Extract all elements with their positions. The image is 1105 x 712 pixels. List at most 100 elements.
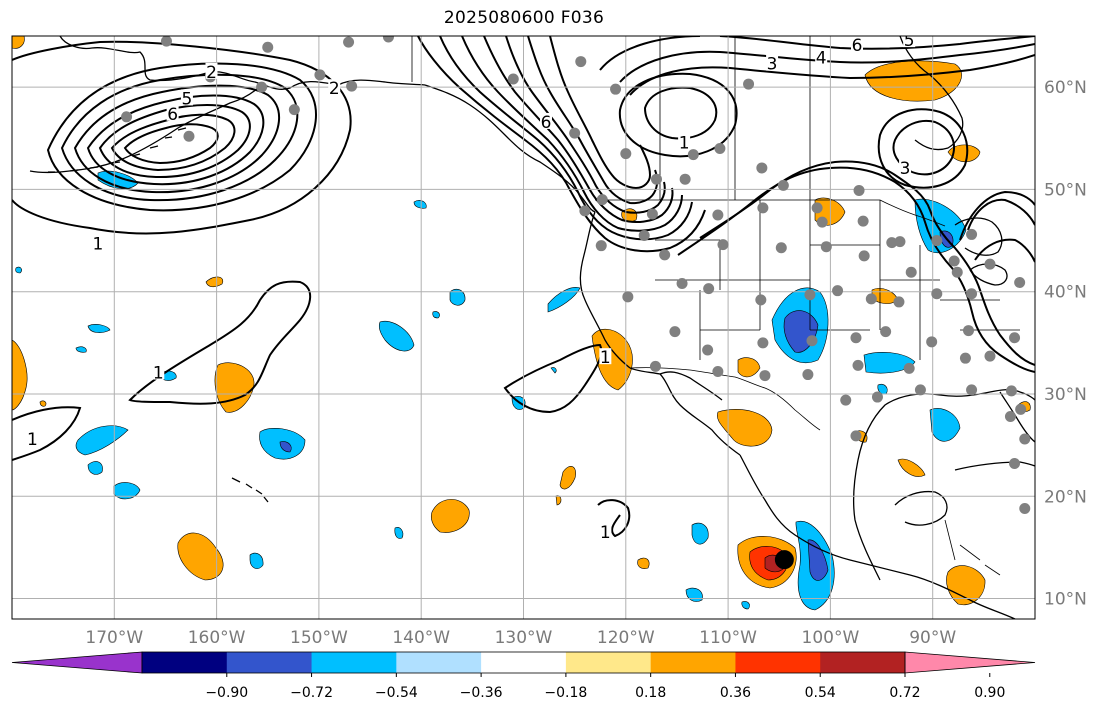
colorbar-outline <box>141 651 906 674</box>
colorbar-tick-label: −0.18 <box>544 685 587 701</box>
yucatan-coastline <box>894 490 948 526</box>
station-point <box>857 215 869 227</box>
cyclone-layer <box>774 550 794 570</box>
station-point <box>712 209 724 221</box>
contour-east-1 <box>967 198 1035 231</box>
station-point <box>343 36 355 48</box>
station-point <box>886 237 898 249</box>
station-point <box>840 394 852 406</box>
station-point <box>646 208 658 220</box>
contour-line-6 <box>98 104 251 179</box>
orange-anomaly-patch <box>559 466 576 490</box>
station-point <box>816 216 828 228</box>
blue-anomaly-patch <box>449 288 466 306</box>
contour-canada-1 <box>619 43 1035 83</box>
station-point <box>820 241 832 253</box>
blue-anomaly-patch <box>87 461 103 475</box>
lat-tick-label: 60°N <box>1044 78 1087 98</box>
station-point <box>703 283 715 295</box>
station-point <box>620 148 632 160</box>
station-point <box>679 173 691 185</box>
contour-label-bg <box>328 79 341 96</box>
contour-label-bg <box>26 430 39 447</box>
colorbar-tick-label: 0.72 <box>889 685 920 701</box>
station-point <box>256 81 268 93</box>
orange-anomaly-patch <box>947 144 981 163</box>
sea-of-cortez-coastline <box>659 371 723 401</box>
colorbar-tick-label: 0.54 <box>805 685 836 701</box>
station-point <box>811 202 823 214</box>
contour-label: 1 <box>600 523 611 543</box>
station-point <box>757 202 769 214</box>
station-point <box>288 104 300 116</box>
contour-west-coast-4 <box>483 36 674 224</box>
station-point <box>595 240 607 252</box>
colorbar-tick-label: −0.36 <box>460 685 503 701</box>
blue-anomaly-patch <box>929 408 961 442</box>
contour-label-bg <box>180 89 193 106</box>
station-point <box>382 36 394 43</box>
colorbar-segment <box>820 652 906 673</box>
station-point <box>669 326 681 338</box>
station-point <box>894 236 906 248</box>
blue-anomaly-patch <box>550 367 557 374</box>
station-point <box>850 332 862 344</box>
contour-label: 3 <box>900 159 911 179</box>
station-point <box>775 242 787 254</box>
colorbar-tick-label: 0.90 <box>974 685 1005 701</box>
station-point <box>649 360 661 372</box>
station-point <box>676 278 688 290</box>
contour-label-bg <box>152 363 165 380</box>
contour-west-coast-2 <box>439 36 693 241</box>
hawaii-islands <box>231 477 269 503</box>
station-point <box>659 249 671 261</box>
lon-tick-label: 160°W <box>188 628 246 648</box>
station-point <box>984 258 996 270</box>
station-point <box>966 288 978 300</box>
contour-line-1-west <box>12 406 82 461</box>
alaska-panhandle-coastline <box>424 84 596 213</box>
orange-anomaly-patch <box>717 409 773 447</box>
contour-line-2 <box>46 62 317 212</box>
station-point <box>596 194 608 206</box>
contour-label: 2 <box>206 63 217 83</box>
contour-label-bg <box>899 158 912 175</box>
lon-tick-label: 150°W <box>290 628 348 648</box>
station-point <box>755 294 767 306</box>
anomaly-fill-layer <box>12 36 1031 611</box>
station-point <box>1009 332 1021 344</box>
blue-anomaly-patch <box>87 324 111 333</box>
orange-anomaly-patch <box>430 499 470 533</box>
alaska-peninsula-coastline <box>29 87 259 174</box>
station-point <box>712 365 724 377</box>
blue-anomaly-patch <box>432 311 440 319</box>
colorbar-tick-label: 0.36 <box>720 685 751 701</box>
state-lines <box>655 200 1020 360</box>
contour-west-coast-3 <box>461 36 683 232</box>
contour-line-7 <box>110 113 236 172</box>
contour-west-coast-1 <box>417 36 706 253</box>
lon-tick-label: 170°W <box>85 628 143 648</box>
medblue-anomaly-patch <box>807 539 829 581</box>
contour-label: 1 <box>600 348 611 368</box>
station-point <box>893 296 905 308</box>
station-point <box>714 143 726 155</box>
contour-label-bg <box>540 112 553 129</box>
colorbar-segment <box>226 652 313 673</box>
blue-anomaly-patch <box>691 522 709 545</box>
contour-label-bg <box>205 62 218 79</box>
central-america-borders <box>944 519 1001 576</box>
lon-tick-label: 130°W <box>495 628 553 648</box>
contour-label: 2 <box>329 79 340 99</box>
blue-anomaly-patch <box>249 552 264 569</box>
station-point <box>806 335 818 347</box>
blue-anomaly-patch <box>547 287 581 313</box>
map-title: 2025080600 F036 <box>443 8 605 28</box>
orange-anomaly-patch <box>897 458 926 477</box>
contour-line-1-pacific <box>503 343 603 414</box>
station-point <box>903 362 915 374</box>
colorbar-tick-label: −0.72 <box>290 685 333 701</box>
station-point <box>743 78 755 90</box>
contour-label: 1 <box>679 133 690 153</box>
contour-west-coast-6 <box>527 36 659 205</box>
